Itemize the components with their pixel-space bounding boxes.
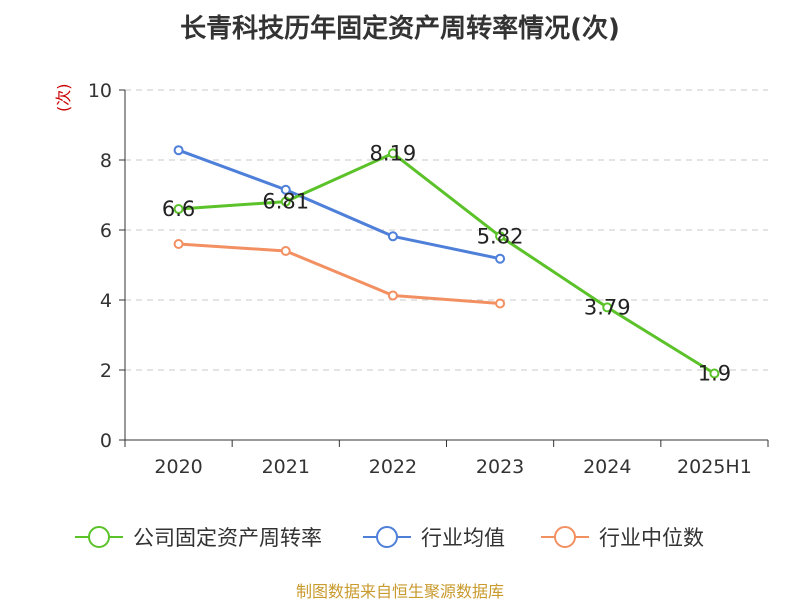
y-tick-label: 0 (100, 430, 112, 452)
legend-marker (376, 526, 398, 548)
legend-label: 公司固定资产周转率 (133, 526, 322, 550)
data-label: 8.19 (370, 141, 417, 165)
data-point (495, 298, 506, 309)
x-tick-label: 2023 (476, 456, 524, 478)
data-point (387, 290, 398, 301)
source-note: 制图数据来自恒生聚源数据库 (295, 582, 504, 601)
y-tick-label: 10 (88, 80, 112, 102)
series-line (178, 242, 501, 305)
legend-label: 行业均值 (421, 526, 505, 550)
legend-label: 行业中位数 (599, 526, 704, 550)
data-point (602, 302, 613, 313)
data-label: 6.81 (262, 190, 309, 214)
chart-title: 长青科技历年固定资产周转率情况(次) (180, 14, 620, 44)
legend-item[interactable]: 行业中位数 (541, 526, 704, 550)
x-tick-label: 2022 (369, 456, 417, 478)
data-label: 3.79 (584, 295, 631, 319)
x-tick-label: 2020 (154, 456, 202, 478)
data-point (495, 253, 506, 264)
legend-marker (88, 526, 110, 548)
y-tick-label: 4 (100, 290, 112, 312)
data-label: 5.82 (477, 224, 524, 248)
series-layer (173, 145, 720, 379)
x-tick-label: 2024 (583, 456, 631, 478)
y-tick-label: 2 (100, 360, 112, 382)
y-tick-label: 6 (100, 220, 112, 242)
data-point (387, 148, 398, 159)
data-label: 1.9 (698, 362, 731, 386)
legend-item[interactable]: 行业均值 (363, 526, 505, 550)
legend[interactable]: 公司固定资产周转率 行业均值 行业中位数 (75, 526, 704, 550)
data-point (173, 239, 184, 249)
data-label: 6.6 (162, 197, 195, 221)
data-labels: 6.6 6.81 8.19 5.82 3.79 1.9 (162, 141, 731, 385)
data-point (495, 231, 506, 242)
data-point (280, 196, 291, 207)
x-tick-label: 2021 (262, 456, 310, 478)
axes: 0 2 4 6 8 10 2020 2021 2022 2023 2024 2025H1 (88, 80, 769, 478)
series-line (178, 151, 716, 375)
data-point (387, 231, 398, 242)
series-line (178, 148, 501, 261)
legend-item[interactable]: 公司固定资产周转率 (75, 526, 322, 550)
data-point (173, 204, 184, 214)
data-point (173, 145, 184, 156)
y-tick-label: 8 (100, 150, 112, 172)
data-point (280, 184, 291, 195)
grid-lines (125, 89, 768, 371)
data-point (709, 368, 720, 379)
x-tick-label: 2025H1 (677, 456, 752, 478)
data-point (280, 246, 291, 256)
legend-marker (554, 526, 576, 548)
